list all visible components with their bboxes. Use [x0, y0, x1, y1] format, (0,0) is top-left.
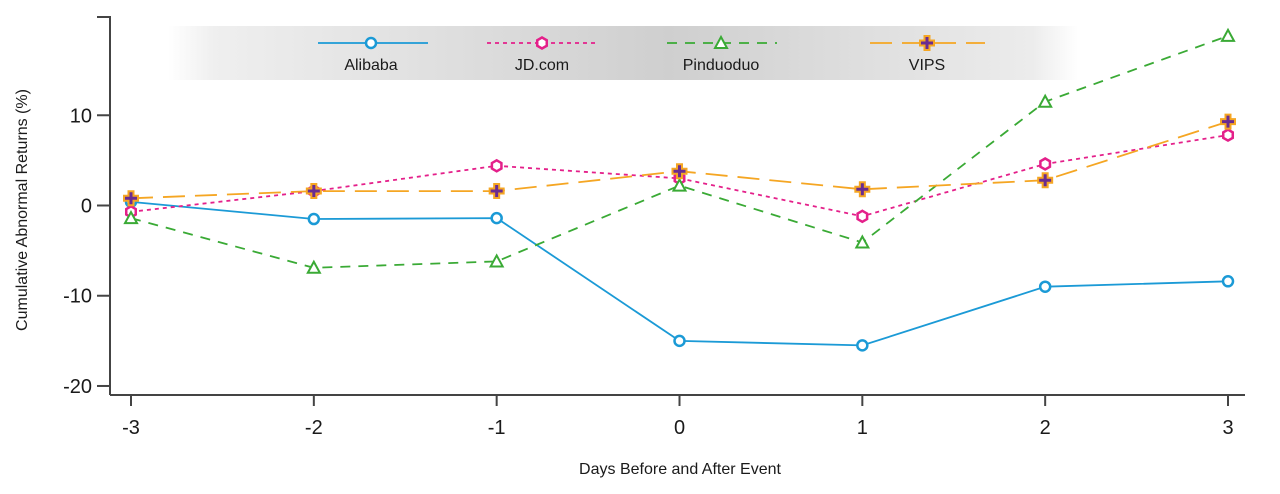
- data-point-pinduoduo: [671, 177, 688, 192]
- series-group: [123, 27, 1236, 352]
- data-point-jd-com: [1039, 157, 1052, 171]
- x-tick-label: 0: [674, 417, 685, 439]
- legend-label-pinduoduo: Pinduoduo: [683, 57, 760, 74]
- data-point-pinduoduo: [854, 234, 871, 249]
- y-tick-label: -10: [63, 286, 92, 308]
- legend-item-jd-com: JD.com: [487, 36, 597, 74]
- legend-item-alibaba: Alibaba: [318, 36, 428, 74]
- series-pinduoduo: [123, 27, 1236, 274]
- data-point-alibaba: [673, 334, 686, 348]
- x-tick-label: -2: [305, 417, 323, 439]
- y-tick-label: 10: [70, 105, 92, 127]
- y-tick-label: 0: [81, 196, 92, 218]
- data-point-jd-com: [1221, 128, 1235, 143]
- data-point-vips: [488, 183, 505, 200]
- y-tick-label: -20: [63, 376, 92, 398]
- data-point-alibaba: [1038, 280, 1052, 293]
- series-line-alibaba: [130, 201, 1229, 347]
- legend-item-pinduoduo: Pinduoduo: [667, 34, 777, 74]
- data-point-vips: [671, 163, 688, 180]
- data-point-alibaba: [1221, 275, 1235, 288]
- legend-marker-pinduoduo: [713, 34, 729, 49]
- data-point-pinduoduo: [1220, 27, 1236, 42]
- data-point-pinduoduo: [488, 253, 505, 268]
- data-point-vips: [123, 190, 139, 207]
- data-point-alibaba: [856, 339, 869, 352]
- legend-label-jd-com: JD.com: [515, 57, 569, 74]
- legend-label-vips: VIPS: [909, 57, 945, 74]
- y-axis-title: Cumulative Abnormal Returns (%): [14, 89, 31, 331]
- series-alibaba: [124, 195, 1235, 352]
- data-point-vips: [1037, 172, 1054, 189]
- legend-marker-vips: [919, 35, 935, 51]
- legend-label-alibaba: Alibaba: [344, 57, 397, 74]
- data-point-alibaba: [307, 212, 321, 226]
- data-point-vips: [1220, 113, 1236, 130]
- x-tick-label: -3: [122, 417, 140, 439]
- x-tick-label: 3: [1222, 417, 1233, 439]
- data-point-jd-com: [856, 209, 869, 224]
- data-point-pinduoduo: [1037, 93, 1053, 108]
- x-axis-ticks: -3 -2 -1 0 1 2 3: [122, 395, 1234, 439]
- x-axis-title: Days Before and After Event: [579, 461, 781, 478]
- legend-item-vips: VIPS: [870, 35, 985, 74]
- data-point-alibaba: [490, 211, 503, 225]
- legend-marker-jd-com: [535, 36, 549, 50]
- data-point-pinduoduo: [306, 259, 322, 274]
- legend-marker-alibaba: [364, 36, 378, 50]
- series-vips: [123, 113, 1236, 207]
- data-point-jd-com: [490, 158, 503, 173]
- data-point-pinduoduo: [123, 210, 139, 225]
- y-axis-ticks: -20 -10 0 10: [63, 16, 110, 398]
- x-tick-label: 2: [1040, 417, 1051, 439]
- x-tick-label: -1: [488, 417, 506, 439]
- x-tick-label: 1: [857, 417, 868, 439]
- data-point-vips: [854, 181, 871, 198]
- legend: Alibaba JD.com Pinduoduo VIPS: [318, 34, 985, 74]
- data-point-vips: [305, 183, 322, 200]
